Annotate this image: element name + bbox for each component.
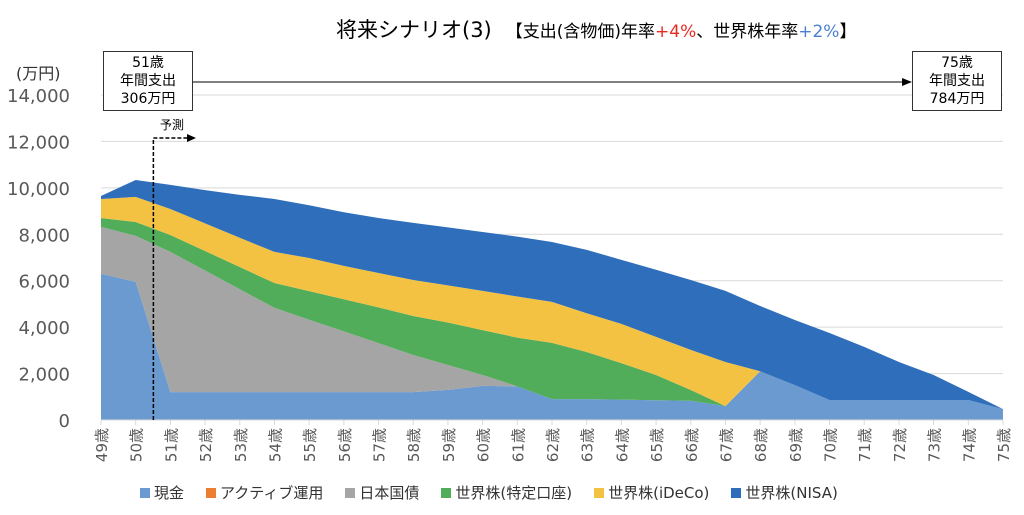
x-tick-label: 67歳 xyxy=(717,428,735,462)
chart-title: 将来シナリオ(3) 【支出(含物価)年率+4%、世界株年率+2%】 xyxy=(336,14,856,44)
box-line: 784万円 xyxy=(929,91,985,107)
x-tick-label: 69歳 xyxy=(787,428,805,462)
arrow-head-icon xyxy=(902,78,912,86)
legend-label: 日本国債 xyxy=(359,484,420,502)
x-tick-label: 74歳 xyxy=(960,428,978,462)
x-tick-label: 72歳 xyxy=(891,428,909,462)
area-series xyxy=(101,273,1003,420)
x-tick-label: 62歳 xyxy=(544,428,562,462)
y-tick-label: 6,000 xyxy=(18,272,70,293)
x-tick-label: 61歳 xyxy=(509,428,527,462)
y-tick-label: 8,000 xyxy=(18,225,70,246)
legend-swatch xyxy=(731,487,742,498)
legend-swatch xyxy=(345,487,356,498)
legend-swatch xyxy=(441,487,452,498)
forecast-label: 予測 xyxy=(160,118,185,132)
y-tick-label: 12,000 xyxy=(7,132,70,153)
x-tick-label: 54歳 xyxy=(266,428,284,462)
legend-swatch xyxy=(140,487,150,498)
x-tick-label: 52歳 xyxy=(197,428,215,462)
legend-item: 世界株(特定口座) xyxy=(441,482,572,503)
end-expense-box: 75歳 年間支出 784万円 xyxy=(912,51,1002,111)
x-tick-label: 65歳 xyxy=(648,428,666,462)
subtitle-part: 】 xyxy=(839,22,857,42)
box-line: 51歳 xyxy=(132,55,164,71)
x-tick-label: 59歳 xyxy=(440,428,458,462)
x-tick-label: 71歳 xyxy=(856,428,874,462)
x-tick-label: 70歳 xyxy=(822,428,840,462)
start-expense-box: 51歳 年間支出 306万円 xyxy=(103,51,193,111)
legend-label: アクティブ運用 xyxy=(220,484,324,502)
legend-item: アクティブ運用 xyxy=(206,482,323,503)
x-tick-label: 60歳 xyxy=(475,428,493,462)
y-tick-label: 14,000 xyxy=(7,86,70,107)
x-tick-label: 75歳 xyxy=(995,428,1013,462)
legend-swatch xyxy=(206,487,217,498)
subtitle-part: 【支出(含物価)年率 xyxy=(505,22,656,42)
area-series xyxy=(101,179,1003,410)
y-tick-label: 0 xyxy=(59,411,70,432)
legend-item: 世界株(iDeCo) xyxy=(594,482,709,503)
subtitle-part: 、世界株年率 xyxy=(696,22,799,42)
y-tick-label: 2,000 xyxy=(18,365,70,386)
x-tick-label: 64歳 xyxy=(613,428,631,462)
x-tick-label: 73歳 xyxy=(926,428,944,462)
forecast-arrow-icon xyxy=(187,134,196,142)
stock-rate: +2% xyxy=(798,22,840,42)
legend-item: 現金 xyxy=(140,482,184,503)
x-tick-label: 58歳 xyxy=(405,428,423,462)
legend-item: 日本国債 xyxy=(345,482,419,503)
title-main: 将来シナリオ(3) xyxy=(336,18,492,42)
x-tick-label: 55歳 xyxy=(301,428,319,462)
x-tick-label: 50歳 xyxy=(128,428,146,462)
box-line: 年間支出 xyxy=(120,73,176,89)
y-tick-label: 10,000 xyxy=(7,179,70,200)
legend-item: 世界株(NISA) xyxy=(731,482,838,503)
x-tick-label: 56歳 xyxy=(336,428,354,462)
area-series xyxy=(101,196,1003,410)
y-axis-unit: (万円) xyxy=(16,64,61,83)
legend-label: 世界株(特定口座) xyxy=(455,484,573,502)
expense-rate: +4% xyxy=(655,22,697,42)
x-tick-label: 53歳 xyxy=(232,428,250,462)
area-series xyxy=(101,218,1003,410)
x-tick-label: 49歳 xyxy=(93,428,111,462)
legend-swatch xyxy=(594,487,605,498)
box-line: 75歳 xyxy=(941,55,973,71)
area-series xyxy=(101,226,1003,410)
box-line: 306万円 xyxy=(120,91,176,107)
forecast-divider xyxy=(152,137,188,420)
title-subtitle: 【支出(含物価)年率+4%、世界株年率+2%】 xyxy=(506,22,857,42)
x-tick-label: 68歳 xyxy=(752,428,770,462)
x-tick-label: 51歳 xyxy=(162,428,180,462)
box-line: 年間支出 xyxy=(929,73,985,89)
legend: 現金 アクティブ運用 日本国債 世界株(特定口座) 世界株(iDeCo) 世界株(NISA… xyxy=(140,482,838,503)
legend-label: 世界株(NISA) xyxy=(745,484,838,502)
legend-label: 世界株(iDeCo) xyxy=(608,484,710,502)
x-tick-label: 66歳 xyxy=(683,428,701,462)
y-tick-label: 4,000 xyxy=(18,318,70,339)
x-tick-label: 57歳 xyxy=(371,428,389,462)
legend-label: 現金 xyxy=(154,484,185,502)
x-tick-label: 63歳 xyxy=(579,428,597,462)
